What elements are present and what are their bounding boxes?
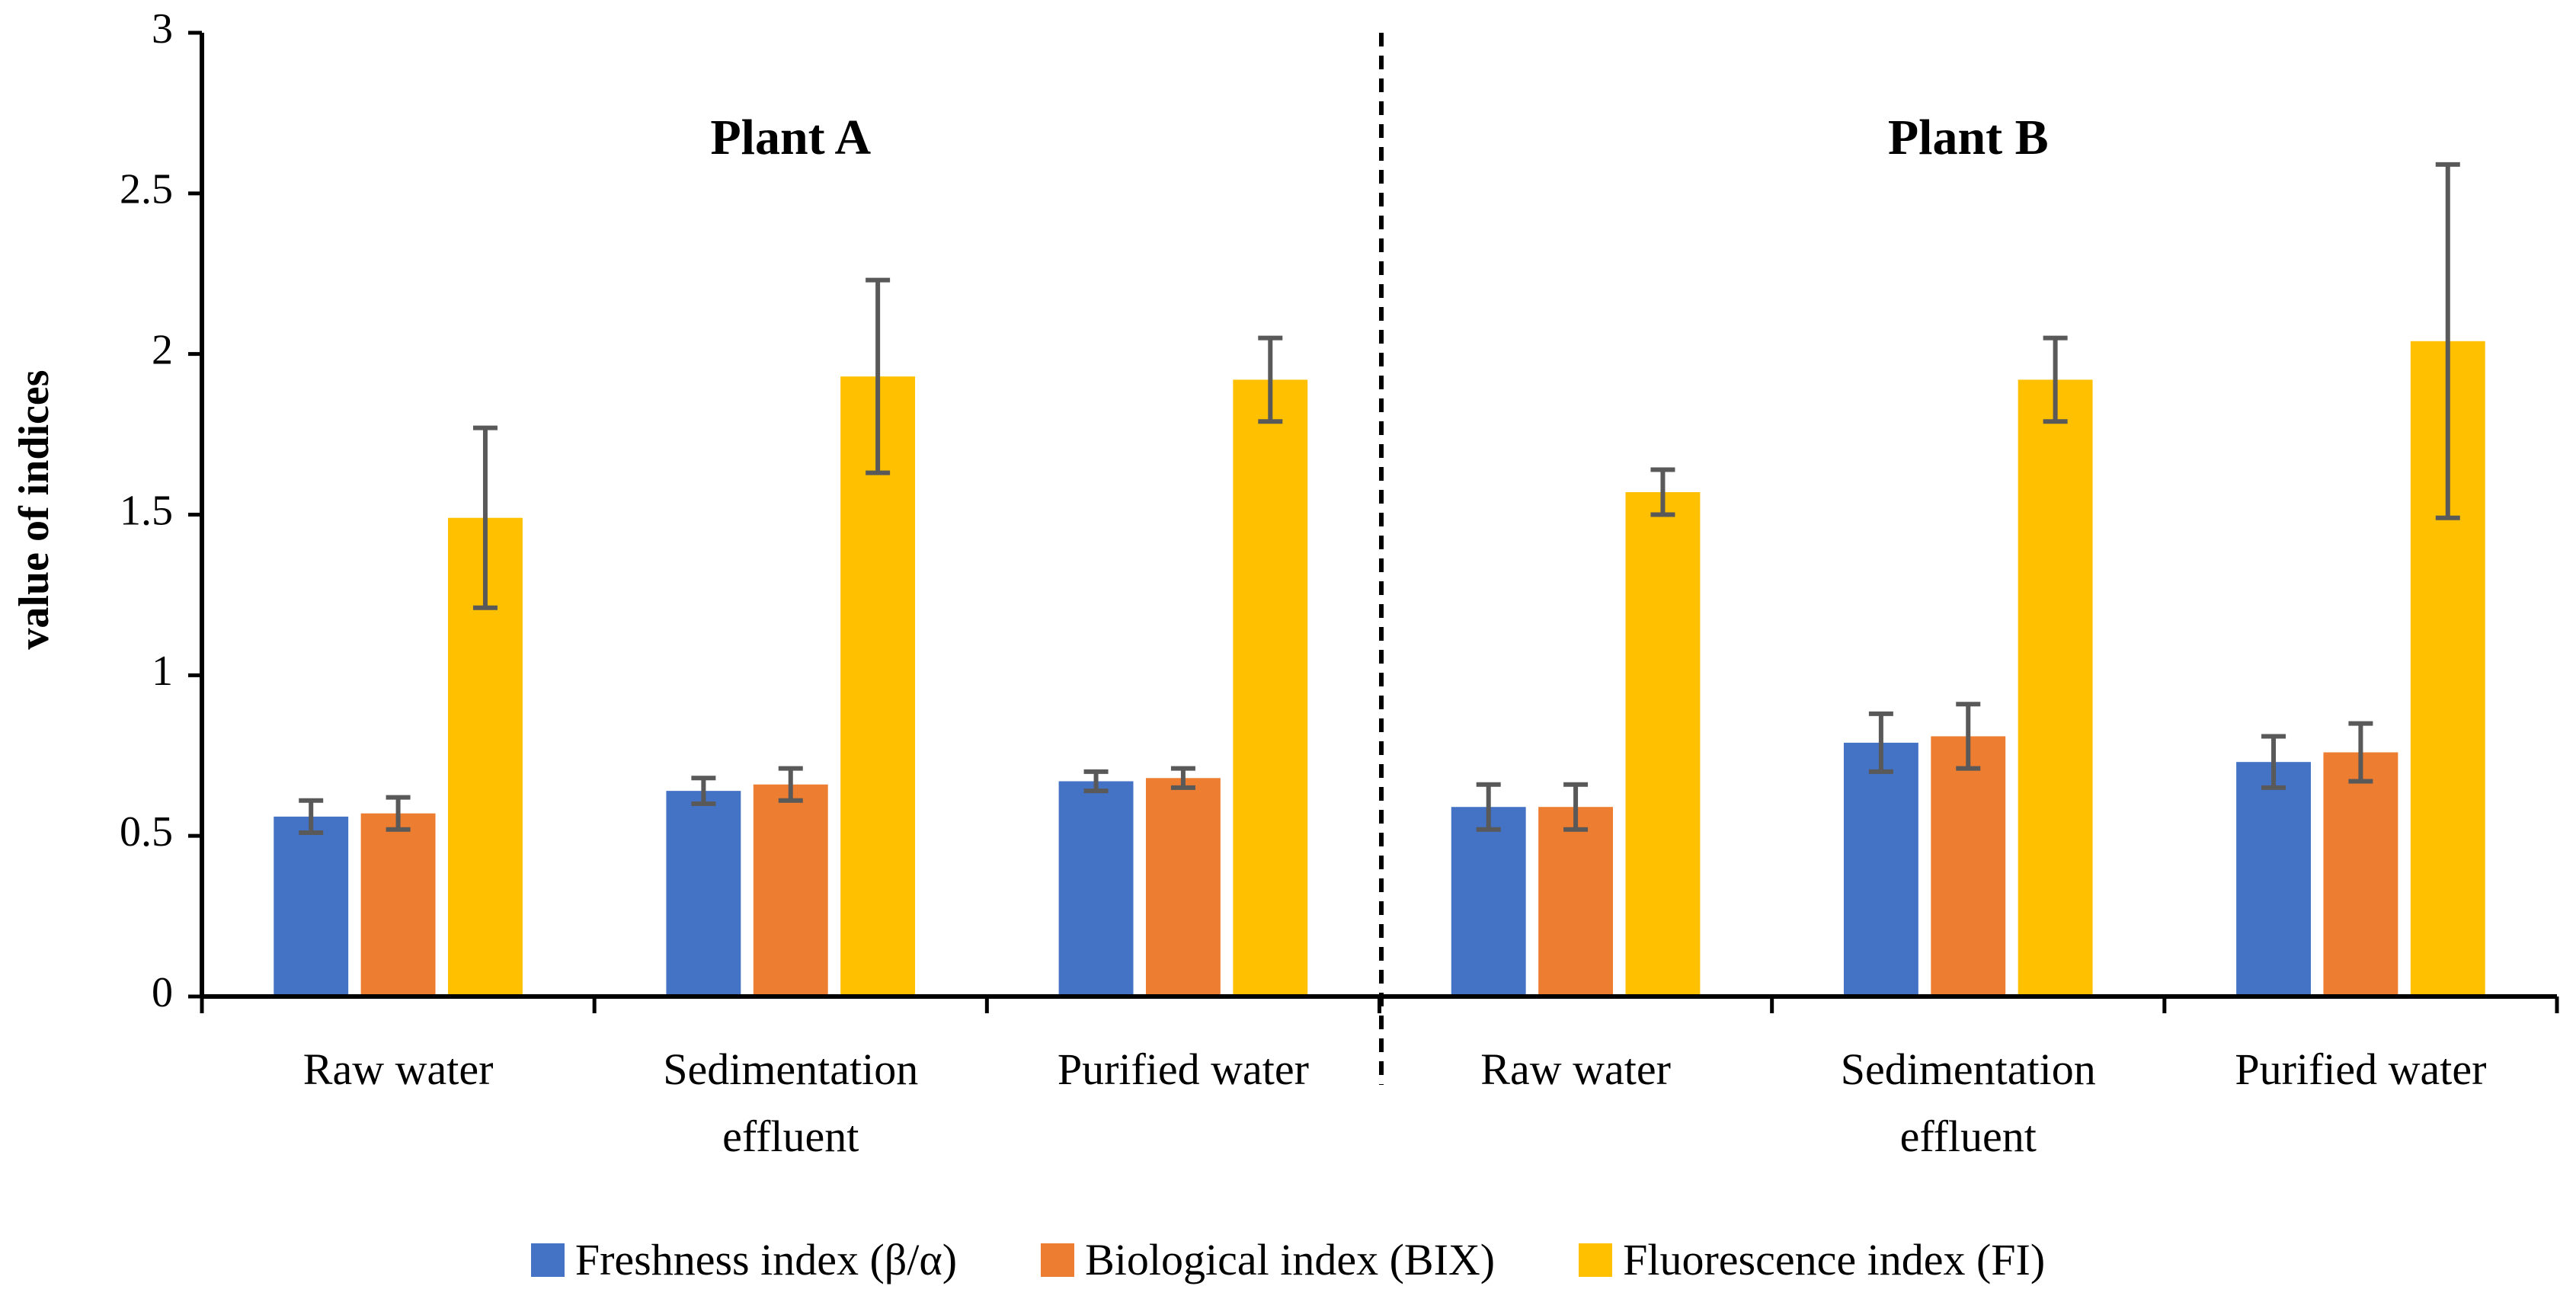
y-tick-label: 2: [152, 327, 173, 374]
y-tick-label: 1.5: [120, 487, 173, 534]
bar: [2323, 752, 2398, 996]
bar: [1451, 807, 1526, 996]
annotation: Plant A: [710, 110, 871, 165]
x-tick-label: Purified water: [2235, 1044, 2487, 1094]
legend-item: Freshness index (β/α): [530, 1234, 958, 1285]
legend-label: Freshness index (β/α): [574, 1235, 958, 1284]
bar: [1625, 491, 1701, 996]
bar: [1058, 781, 1134, 996]
y-tick-label: 2.5: [120, 166, 173, 213]
legend-item: Biological index (BIX): [1041, 1234, 1495, 1285]
x-tick-label: Raw water: [302, 1044, 494, 1094]
x-tick-label: Raw water: [1480, 1044, 1671, 1094]
bar: [360, 813, 436, 996]
legend-label: Fluorescence index (FI): [1623, 1235, 2046, 1284]
bar: [1843, 742, 1918, 996]
y-tick-label: 3: [152, 5, 173, 53]
legend-swatch: [530, 1243, 565, 1277]
bar: [666, 791, 741, 996]
legend-label: Biological index (BIX): [1085, 1235, 1496, 1284]
bar: [1233, 379, 1308, 996]
bar: [1145, 778, 1221, 996]
bar: [1538, 807, 1614, 996]
bar: [274, 816, 349, 996]
annotation: Plant B: [1888, 110, 2049, 165]
bar: [753, 784, 828, 996]
y-tick-label: 0: [152, 969, 173, 1016]
x-tick-label: Purified water: [1057, 1044, 1309, 1094]
chart: value of indices 0 0.5 1 1.5 2 2.5 3 Plant A Pla…: [11, 5, 2559, 1085]
bar: [2018, 379, 2093, 996]
bar: [840, 376, 916, 996]
y-axis-label: value of indices: [11, 369, 58, 649]
y-tick-label: 1: [152, 648, 173, 695]
legend: Freshness index (β/α) Biological index (B…: [0, 1234, 2576, 1285]
y-tick-label: 0.5: [120, 808, 173, 856]
x-tick-label: Sedimentation effluent: [663, 1044, 919, 1161]
bar: [1931, 736, 2006, 996]
bar: [2236, 762, 2311, 996]
legend-item: Fluorescence index (FI): [1579, 1234, 2045, 1285]
legend-swatch: [1041, 1243, 1075, 1277]
x-tick-label: Sedimentation effluent: [1840, 1044, 2096, 1161]
legend-swatch: [1579, 1243, 1613, 1277]
